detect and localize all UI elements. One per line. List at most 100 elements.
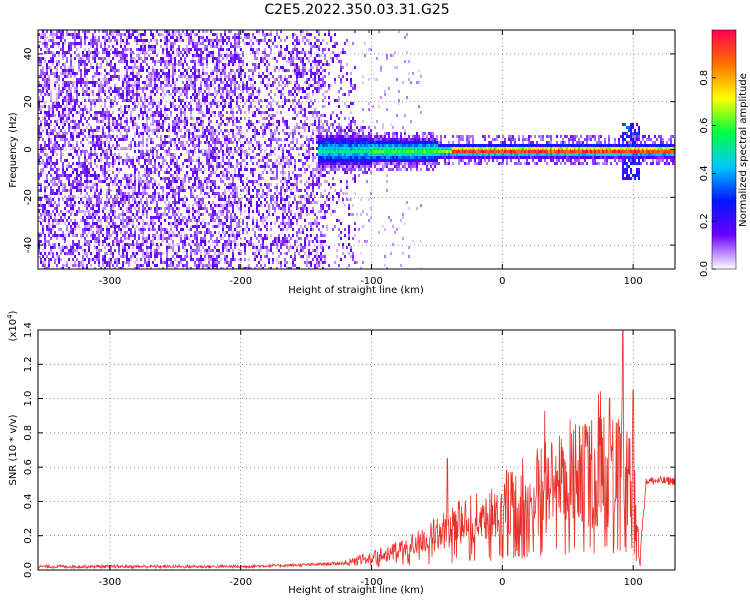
spectrogram-cell [246,84,248,87]
spectrogram-cell [118,168,120,171]
spectrogram-cell [140,51,142,54]
spectrogram-cell [158,87,160,90]
spectrogram-cell [44,84,46,87]
spectrogram-cell [186,120,188,123]
spectrogram-cell [70,198,72,201]
spectrogram-cell [186,210,188,213]
spectrogram-cell [258,30,260,33]
spectrogram-cell [254,132,256,135]
spectrogram-cell [114,75,116,78]
spectrogram-cell [100,120,102,123]
spectrogram-cell [204,153,206,156]
spectrogram-cell [142,222,144,225]
spectrogram-cell [66,174,68,177]
spectrogram-cell [172,246,174,249]
spectrogram-cell [70,102,72,105]
spectrogram-cell [38,81,40,84]
spectrogram-cell [156,204,158,207]
spectrogram-cell [190,30,192,33]
spectrogram-cell [154,45,156,48]
spectrogram-cell [94,75,96,78]
spectrogram-cell [130,207,132,210]
spectrogram-cell [240,150,242,153]
spectrogram-cell [260,57,262,60]
spectrogram-cell [76,222,78,225]
spectrogram-cell [70,195,72,198]
spectrogram-cell [200,192,202,195]
spectrogram-cell [76,186,78,189]
spectrogram-cell [200,111,202,114]
spectrogram-cell [268,144,270,147]
spectrogram-cell [258,174,260,177]
spectrogram-cell [232,195,234,198]
spectrogram-cell [222,144,224,147]
spectrogram-cell [230,117,232,120]
spectrogram-cell [162,48,164,51]
spectrogram-cell [192,249,194,252]
spectrogram-cell [110,204,112,207]
spectrogram-cell [200,204,202,207]
spectrogram-cell [150,138,152,141]
spectrogram-cell [194,63,196,66]
spectrogram-cell [246,141,248,144]
spectrogram-cell [198,72,200,75]
spectrogram-cell [62,246,64,249]
spectrogram-cell [142,111,144,114]
spectrogram-cell [44,261,46,264]
spectrogram-cell [170,42,172,45]
spectrogram-cell [254,186,256,189]
spectrogram-cell [114,225,116,228]
spectrogram-cell [234,84,236,87]
spectrogram-cell [104,141,106,144]
spectrogram-cell [54,87,56,90]
spectrogram-cell [92,54,94,57]
spectrogram-cell [96,111,98,114]
spectrogram-cell [170,264,172,267]
spectrogram-cell [78,42,80,45]
spectrogram-cell [210,153,212,156]
spectrogram-cell [134,231,136,234]
spectrogram-cell [84,210,86,213]
spectrogram-cell [58,234,60,237]
spectrogram-cell [198,219,200,222]
spectrogram-cell [98,99,100,102]
spectrogram-cell [270,108,272,111]
spectrogram-cell [264,162,266,165]
spectrogram-cell [146,186,148,189]
spectrogram-cell [174,33,176,36]
spectrogram-cell [108,132,110,135]
spectrogram-cell [238,258,240,261]
spectrogram-cell [138,237,140,240]
spectrogram-cell [54,150,56,153]
spectrogram-cell [144,96,146,99]
spectrogram-cell [224,255,226,258]
spectrogram-cell [60,267,62,269]
spectrogram-cell [78,207,80,210]
spectrogram-cell [146,57,148,60]
spectrogram-cell [198,198,200,201]
spectrogram-cell [234,81,236,84]
spectrogram-cell [258,147,260,150]
spectrogram-cell [234,51,236,54]
spectrogram-cell [200,108,202,111]
spectrogram-cell [76,180,78,183]
spectrogram-cell [144,162,146,165]
spectrogram-cell [162,189,164,192]
spectrogram-cell [228,216,230,219]
spectrogram-cell [120,60,122,63]
spectrogram-cell [210,264,212,267]
spectrogram-cell [42,87,44,90]
spectrogram-cell [248,210,250,213]
spectrogram-cell [52,33,54,36]
spectrogram-cell [248,120,250,123]
spectrogram-cell [170,144,172,147]
spectrogram-cell [90,99,92,102]
spectrogram-cell [142,105,144,108]
spectrogram-cell [156,90,158,93]
spectrogram-cell [58,246,60,249]
spectrogram-cell [88,156,90,159]
spectrogram-cell [126,84,128,87]
spectrogram-cell [108,264,110,267]
spectrogram-cell [50,57,52,60]
spectrogram-cell [266,195,268,198]
